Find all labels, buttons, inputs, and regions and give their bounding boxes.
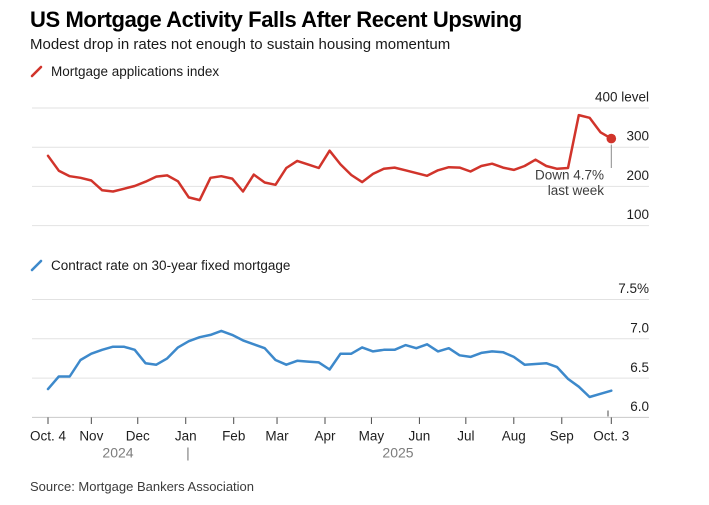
annotation-text-line: Down 4.7% <box>535 168 604 183</box>
y-tick-label: 6.5 <box>630 360 649 375</box>
year-label-2024: 2024 <box>102 445 133 461</box>
x-tick-label: Dec <box>126 429 150 444</box>
x-tick-label: Mar <box>265 429 289 444</box>
x-tick-label: Aug <box>502 429 526 444</box>
page-subtitle: Modest drop in rates not enough to susta… <box>30 36 451 53</box>
x-tick-label: May <box>359 429 385 444</box>
y-tick-label: 300 <box>626 129 649 144</box>
x-tick-label: Nov <box>79 429 103 444</box>
y-tick-label: 6.0 <box>630 399 649 414</box>
legend-label-applications: Mortgage applications index <box>51 64 220 79</box>
y-tick-label: 400 level <box>595 90 649 105</box>
y-tick-label: 7.0 <box>630 321 649 336</box>
year-separator: | <box>186 445 190 461</box>
annotation-text-line: last week <box>548 183 605 198</box>
x-tick-label: Jul <box>457 429 474 444</box>
x-tick-label: Oct. 4 <box>30 429 67 444</box>
y-tick-label: 200 <box>626 168 649 183</box>
latest-point-dot <box>606 133 617 144</box>
rate-line-series <box>46 329 613 399</box>
x-tick-label: Apr <box>314 429 336 444</box>
legend-mortgage-applications: Mortgage applications index <box>30 64 219 79</box>
x-tick-label: Jun <box>409 429 431 444</box>
x-tick-label: Oct. 3 <box>593 429 629 444</box>
red-slash-icon <box>30 65 43 78</box>
legend-contract-rate: Contract rate on 30-year fixed mortgage <box>30 258 290 273</box>
y-tick-label: 100 <box>626 207 649 222</box>
legend-label-rate: Contract rate on 30-year fixed mortgage <box>51 258 291 273</box>
page-title: US Mortgage Activity Falls After Recent … <box>30 7 522 32</box>
applications-line-series <box>46 113 613 202</box>
source-text: Source: Mortgage Bankers Association <box>30 479 255 494</box>
y-tick-label: 7.5% <box>618 281 649 296</box>
x-tick-label: Sep <box>550 429 574 444</box>
x-tick-label: Feb <box>222 429 245 444</box>
year-label-2025: 2025 <box>382 445 413 461</box>
x-tick-label: Jan <box>175 429 197 444</box>
blue-slash-icon <box>30 259 43 272</box>
